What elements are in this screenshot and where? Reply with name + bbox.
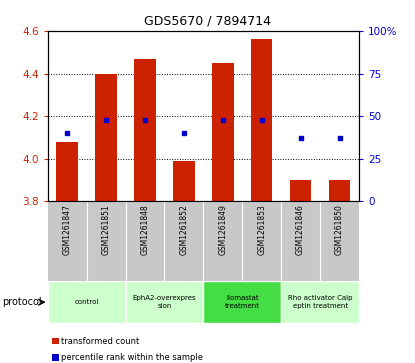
Text: transformed count: transformed count: [61, 337, 140, 346]
Text: GSM1261847: GSM1261847: [63, 204, 72, 255]
Bar: [290, 180, 311, 201]
Bar: [281, 281, 359, 323]
Bar: [134, 58, 156, 201]
Bar: [329, 180, 350, 201]
Bar: [173, 161, 195, 201]
Text: protocol: protocol: [2, 297, 42, 307]
Bar: [203, 281, 281, 323]
Text: GSM1261852: GSM1261852: [179, 204, 188, 254]
Text: GSM1261853: GSM1261853: [257, 204, 266, 255]
Bar: [48, 281, 125, 323]
Text: percentile rank within the sample: percentile rank within the sample: [61, 353, 203, 362]
Bar: [56, 142, 78, 201]
Text: Ilomastat
treatment: Ilomastat treatment: [225, 295, 260, 309]
Text: GSM1261848: GSM1261848: [141, 204, 149, 254]
Text: GSM1261849: GSM1261849: [218, 204, 227, 255]
Bar: [95, 73, 117, 201]
Text: control: control: [74, 299, 99, 305]
Bar: [212, 63, 234, 201]
Text: EphA2-overexpres
sion: EphA2-overexpres sion: [133, 295, 196, 309]
Text: GSM1261850: GSM1261850: [335, 204, 344, 255]
Text: Rho activator Calp
eptin treatment: Rho activator Calp eptin treatment: [288, 295, 352, 309]
Text: GSM1261851: GSM1261851: [102, 204, 110, 254]
Text: GSM1261846: GSM1261846: [296, 204, 305, 255]
Text: GDS5670 / 7894714: GDS5670 / 7894714: [144, 15, 271, 28]
Bar: [251, 39, 272, 201]
Bar: [125, 281, 203, 323]
